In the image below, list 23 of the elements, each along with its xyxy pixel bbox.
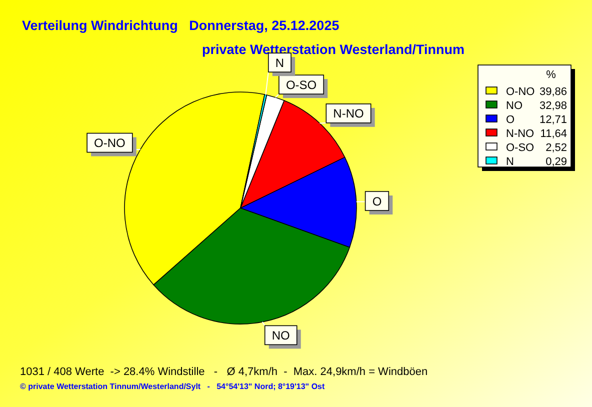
legend-label: O-SO <box>506 142 535 154</box>
slice-label: O-SO <box>286 78 317 92</box>
chart-subtitle: private Wetterstation Westerland/Tinnum <box>202 42 465 57</box>
chart-title: Verteilung Windrichtung Donnerstag, 25.12.2025 <box>22 18 340 33</box>
legend-label: N <box>506 156 514 168</box>
text: 1031 / 408 Werte -> 28.4% Windstille - Ø 4,7km/h - Max. 24,9km/h = Windböen <box>20 366 428 378</box>
text: © private Wetterstation Tinnum/Westerland/Sylt - 54°54'13" Nord; 8°19'13" Ost <box>20 382 325 391</box>
slice-label: O <box>372 194 382 208</box>
data-label: 0,29 <box>546 156 567 168</box>
data-label: 39,86 <box>539 86 567 98</box>
legend-title: % <box>546 69 556 81</box>
legend-label: N-NO <box>506 128 535 140</box>
slice-label: O-NO <box>94 136 126 150</box>
legend-label: NO <box>506 100 523 112</box>
data-label: 12,71 <box>539 114 567 126</box>
data-label: 11,64 <box>540 128 567 140</box>
legend-label: O <box>506 114 515 126</box>
data-label: 32,98 <box>539 100 567 112</box>
slice-label: N <box>275 56 284 70</box>
data-label: 2,52 <box>546 142 567 154</box>
slice-label: NO <box>272 328 290 342</box>
legend-label: O-NO <box>506 86 536 98</box>
slice-label: N-NO <box>333 106 364 121</box>
